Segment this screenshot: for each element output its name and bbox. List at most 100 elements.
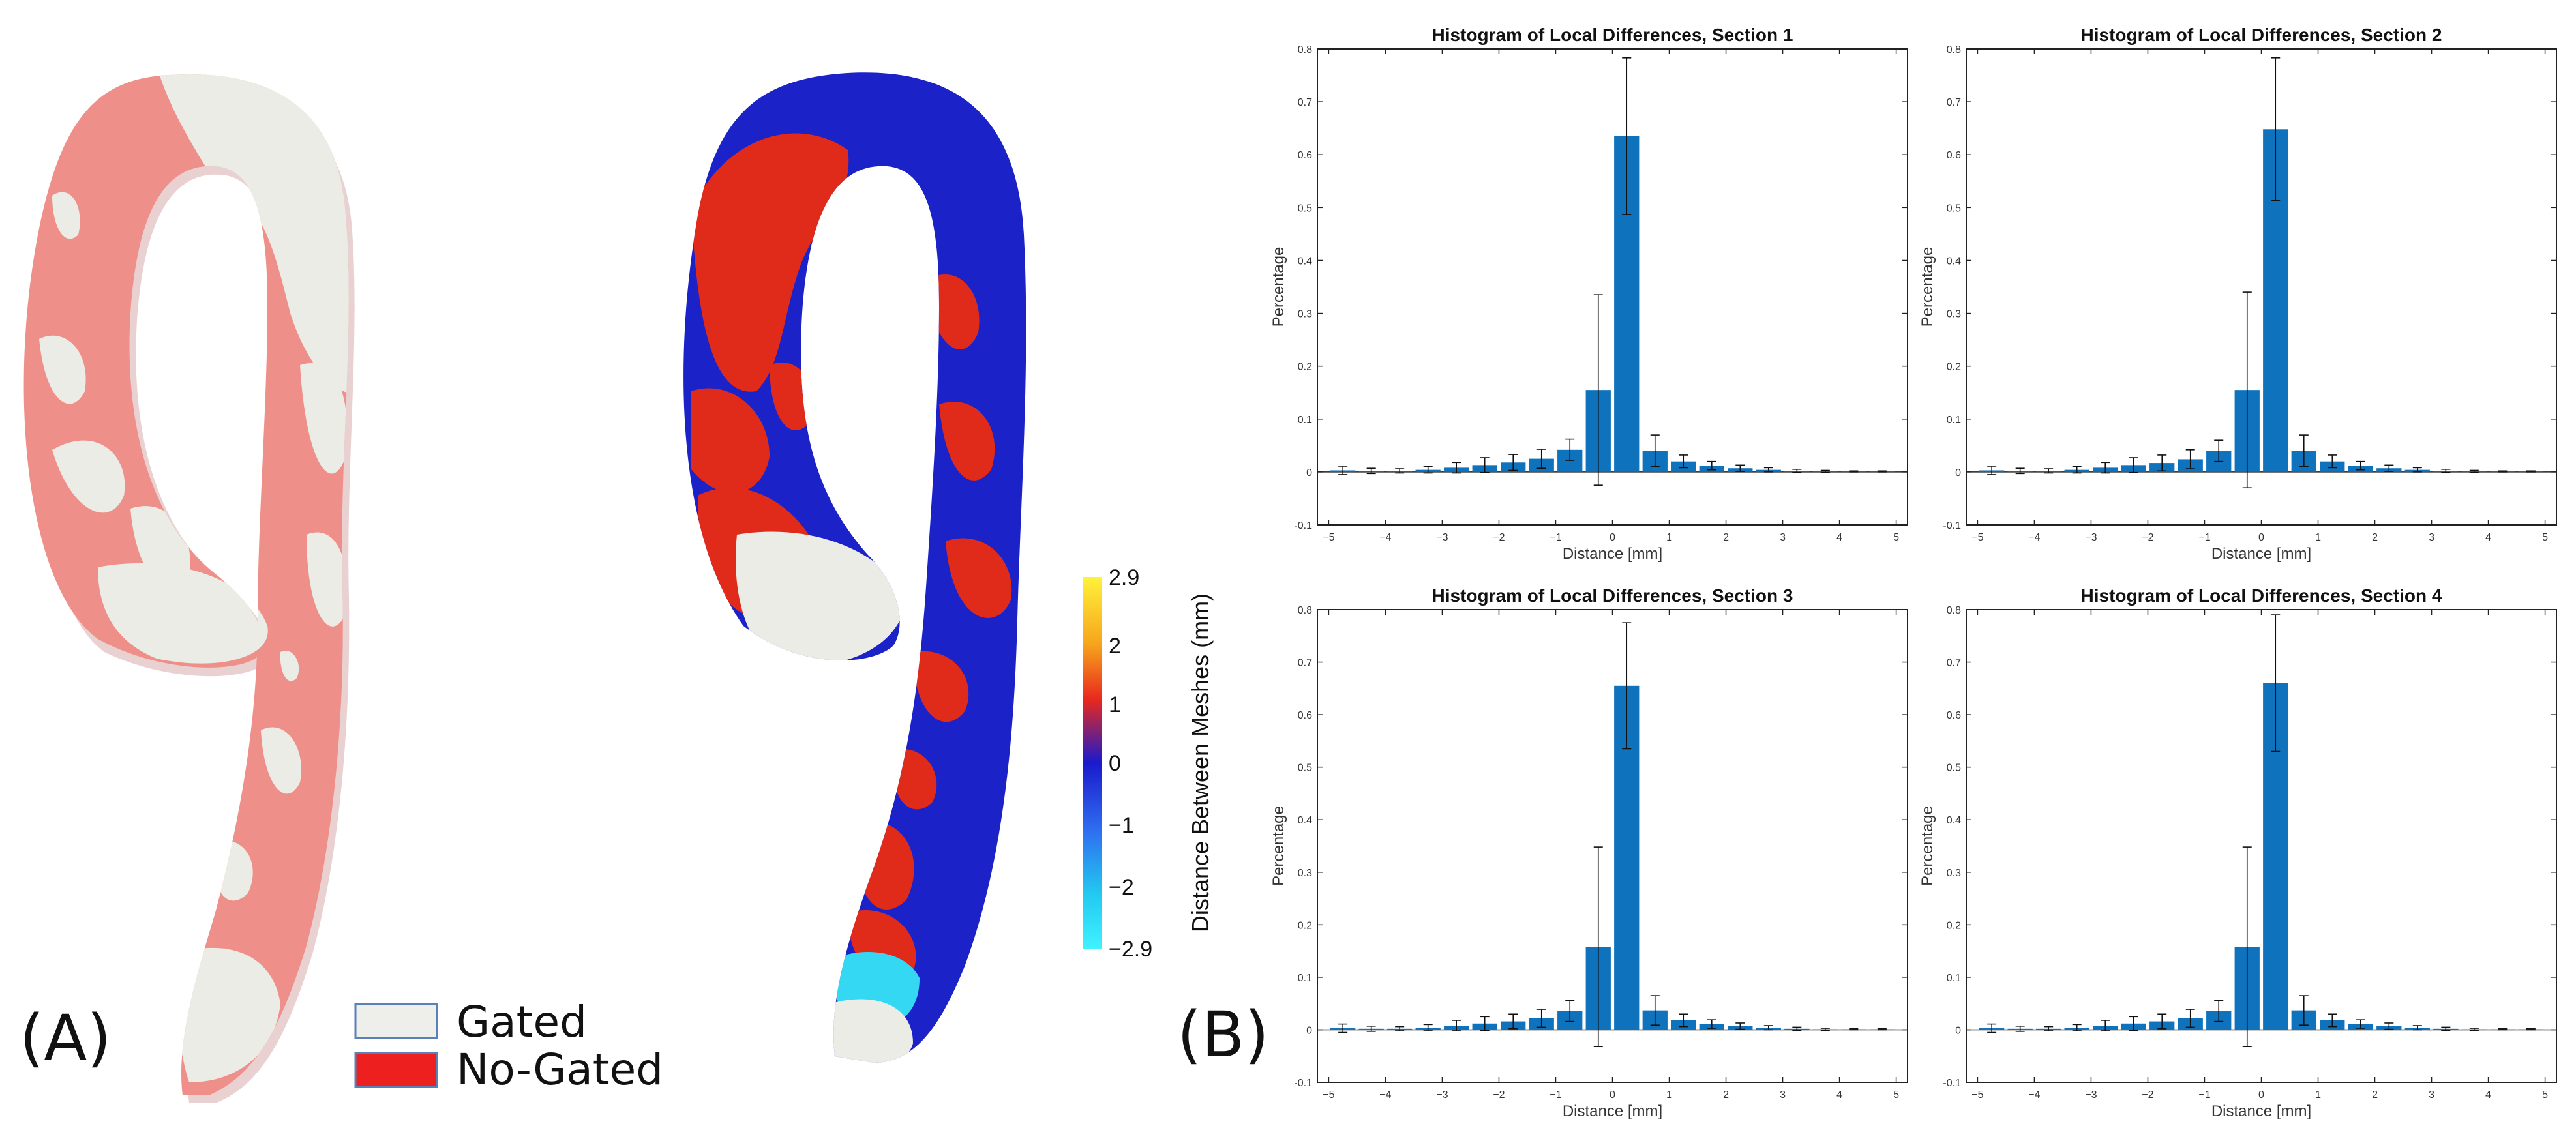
y-tick-label: 0.8 bbox=[1298, 44, 1312, 55]
y-tick-label: 0.1 bbox=[1947, 973, 1961, 984]
y-tick-label: 0.6 bbox=[1298, 150, 1312, 161]
x-tick-label: 3 bbox=[1780, 1089, 1786, 1101]
colorbar-gradient bbox=[1083, 577, 1102, 949]
y-tick-label: 0.3 bbox=[1298, 868, 1312, 879]
x-tick-label: −5 bbox=[1971, 532, 1983, 543]
y-tick-label: 0.8 bbox=[1298, 605, 1312, 616]
y-tick-label: -0.1 bbox=[1294, 1078, 1312, 1089]
x-tick-label: 2 bbox=[1723, 532, 1729, 543]
x-tick-label: 1 bbox=[2315, 532, 2321, 543]
y-axis-label: Percentage bbox=[1919, 806, 1936, 886]
x-tick-label: 4 bbox=[1836, 1089, 1842, 1101]
y-tick-label: 0.7 bbox=[1298, 97, 1312, 108]
x-tick-label: −1 bbox=[2198, 1089, 2210, 1101]
plot-area bbox=[1317, 609, 1908, 1083]
aorta-model-gated-vs-nongated bbox=[23, 74, 355, 1103]
y-tick-label: 0.2 bbox=[1947, 920, 1961, 931]
legend-swatch-gated bbox=[354, 1003, 438, 1039]
x-axis-label: Distance [mm] bbox=[2211, 545, 2311, 563]
x-tick-label: 1 bbox=[1666, 532, 1672, 543]
x-tick-label: −1 bbox=[2198, 532, 2210, 543]
colorbar-tick: 2 bbox=[1109, 634, 1121, 659]
y-tick-label: 0.6 bbox=[1947, 710, 1961, 721]
x-tick-label: −1 bbox=[1550, 1089, 1561, 1101]
plot-area bbox=[1317, 48, 1908, 526]
y-tick-label: 0.5 bbox=[1947, 203, 1961, 214]
histogram-section-4: -0.1 0 0.1 0.2 0.3 0.4 0.5 0.6 0.7 0.8 −5 −4 −3 −2 −1 0… bbox=[1919, 585, 2557, 1120]
plot-area bbox=[1966, 48, 2557, 526]
y-tick-label: 0.5 bbox=[1298, 203, 1312, 214]
x-tick-label: −1 bbox=[1550, 532, 1561, 543]
chart-title: Histogram of Local Differences, Section … bbox=[2081, 585, 2442, 606]
y-tick-label: 0.4 bbox=[1298, 256, 1312, 267]
y-tick-label: 0.1 bbox=[1947, 415, 1961, 426]
y-tick-label: 0.2 bbox=[1298, 362, 1312, 373]
gated-surface-patches bbox=[39, 74, 349, 1082]
x-tick-label: −4 bbox=[2028, 532, 2040, 543]
x-tick-label: −2 bbox=[2142, 1089, 2153, 1101]
x-tick-label: −5 bbox=[1323, 532, 1334, 543]
panel-label-b: (B) bbox=[1177, 998, 1269, 1071]
y-axis-label: Percentage bbox=[1270, 806, 1287, 886]
colorbar-tick: 2.9 bbox=[1109, 565, 1139, 590]
aorta-distance-map bbox=[683, 72, 1026, 1063]
x-tick-label: −4 bbox=[1379, 532, 1391, 543]
chart-title: Histogram of Local Differences, Section … bbox=[1432, 25, 1793, 45]
x-tick-label: 5 bbox=[1893, 532, 1899, 543]
x-tick-label: 0 bbox=[1610, 532, 1615, 543]
x-tick-label: −4 bbox=[2028, 1089, 2040, 1101]
x-tick-label: 5 bbox=[1893, 1089, 1899, 1101]
y-tick-label: 0.3 bbox=[1947, 868, 1961, 879]
colorbar-tick: −1 bbox=[1109, 813, 1134, 838]
x-tick-label: 1 bbox=[2315, 1089, 2321, 1101]
colorbar: 2.9 2 1 0 −1 −2 −2.9 Distance Between Me… bbox=[1083, 565, 1214, 962]
histogram-grid: -0.1 0 0.1 0.2 0.3 0.4 0.5 0.6 0.7 0.8 −5 −4 −3 −2 −1 0… bbox=[1270, 25, 2557, 1120]
y-tick-label: 0.5 bbox=[1298, 763, 1312, 774]
legend: Gated No-Gated bbox=[354, 997, 663, 1095]
legend-label-nongated: No-Gated bbox=[457, 1045, 663, 1095]
y-tick-label: 0.6 bbox=[1298, 710, 1312, 721]
x-tick-label: 2 bbox=[1723, 1089, 1729, 1101]
y-tick-label: 0.5 bbox=[1947, 763, 1961, 774]
x-tick-label: −2 bbox=[1493, 532, 1505, 543]
panel-label-a: (A) bbox=[20, 1001, 112, 1074]
y-axis-label: Percentage bbox=[1919, 247, 1936, 327]
y-tick-label: 0.4 bbox=[1947, 815, 1961, 826]
histogram-section-2: -0.1 0 0.1 0.2 0.3 0.4 0.5 0.6 0.7 0.8 −5 −4 −3 −2 −1 0… bbox=[1919, 25, 2557, 563]
x-tick-label: 0 bbox=[2258, 1089, 2264, 1101]
colorbar-title: Distance Between Meshes (mm) bbox=[1187, 593, 1214, 932]
x-tick-label: 3 bbox=[2429, 532, 2434, 543]
x-tick-label: 4 bbox=[2485, 532, 2491, 543]
x-tick-label: 3 bbox=[1780, 532, 1786, 543]
y-tick-label: -0.1 bbox=[1294, 520, 1312, 531]
y-tick-label: 0 bbox=[1306, 467, 1312, 479]
legend-swatch-nongated bbox=[354, 1052, 438, 1088]
colorbar-tick: −2.9 bbox=[1109, 937, 1152, 962]
y-tick-label: 0.8 bbox=[1947, 605, 1961, 616]
y-tick-label: 0.3 bbox=[1298, 309, 1312, 320]
y-tick-label: 0.7 bbox=[1947, 97, 1961, 108]
histogram-section-3: -0.1 0 0.1 0.2 0.3 0.4 0.5 0.6 0.7 0.8 −5 −4 −3 −2 −1 0… bbox=[1270, 585, 1908, 1120]
y-tick-label: 0.4 bbox=[1947, 256, 1961, 267]
y-tick-label: 0.3 bbox=[1947, 309, 1961, 320]
x-tick-label: 5 bbox=[2542, 1089, 2548, 1101]
x-tick-label: −2 bbox=[2142, 532, 2153, 543]
y-tick-label: 0.4 bbox=[1298, 815, 1312, 826]
y-tick-label: -0.1 bbox=[1943, 520, 1961, 531]
x-tick-label: −3 bbox=[2085, 532, 2097, 543]
y-tick-label: 0.2 bbox=[1298, 920, 1312, 931]
colorbar-tick: 0 bbox=[1109, 751, 1121, 776]
x-tick-label: −3 bbox=[1436, 1089, 1448, 1101]
x-tick-label: −2 bbox=[1493, 1089, 1505, 1101]
x-tick-label: 0 bbox=[1610, 1089, 1615, 1101]
colorbar-tick: 1 bbox=[1109, 692, 1121, 717]
y-tick-label: 0.7 bbox=[1298, 658, 1312, 669]
y-tick-label: 0.8 bbox=[1947, 44, 1961, 55]
y-tick-label: 0.1 bbox=[1298, 973, 1312, 984]
x-tick-label: 3 bbox=[2429, 1089, 2434, 1101]
y-tick-label: 0 bbox=[1955, 467, 1961, 479]
x-axis-label: Distance [mm] bbox=[2211, 1103, 2311, 1120]
x-tick-label: 1 bbox=[1666, 1089, 1672, 1101]
x-axis-label: Distance [mm] bbox=[1563, 545, 1662, 563]
chart-title: Histogram of Local Differences, Section … bbox=[2081, 25, 2442, 45]
